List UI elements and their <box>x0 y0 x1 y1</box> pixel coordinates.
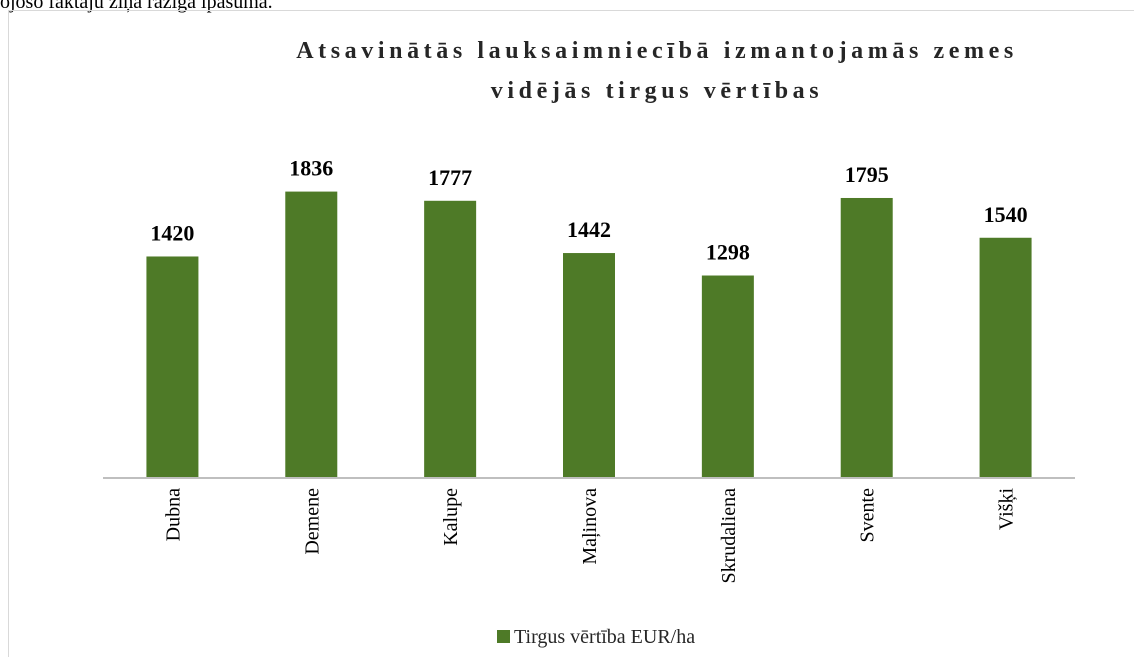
chart-title: Atsavinātās lauksaimniecībā izmantojamās… <box>296 38 1018 64</box>
bar <box>563 253 615 478</box>
x-tick-label: Višķi <box>996 488 1018 531</box>
data-label: 1777 <box>428 165 472 190</box>
data-label: 1442 <box>567 217 611 242</box>
bar <box>979 237 1032 478</box>
data-label: 1420 <box>150 220 194 245</box>
chart-title: vidējās tirgus vērtības <box>491 78 823 104</box>
bar <box>701 275 754 478</box>
legend-label: Tirgus vērtība EUR/ha <box>514 626 695 648</box>
x-tick-label: Dubna <box>162 488 184 541</box>
bar <box>424 200 477 478</box>
x-tick-label: Demene <box>301 488 323 555</box>
x-tick-label: Skrudaliena <box>718 488 740 584</box>
x-tick-label: Kalupe <box>440 488 462 546</box>
data-label: 1540 <box>984 202 1028 227</box>
data-label: 1836 <box>289 156 333 181</box>
bar <box>285 191 338 479</box>
chart-frame <box>8 10 1134 657</box>
data-label: 1795 <box>845 162 889 187</box>
bar <box>146 256 199 478</box>
bar <box>840 197 893 479</box>
x-tick-label: Maļinova <box>579 488 601 565</box>
x-tick-label: Svente <box>857 488 879 543</box>
page-text: ojošo faktāju ziņā ražīgā īpašumā. <box>0 0 273 13</box>
legend-swatch <box>497 630 510 643</box>
data-label: 1298 <box>706 240 750 265</box>
